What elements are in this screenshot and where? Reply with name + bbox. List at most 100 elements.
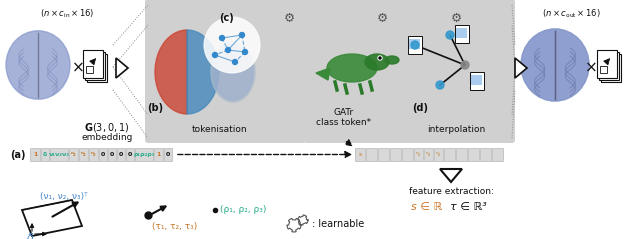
Text: ⚙: ⚙ xyxy=(284,11,294,25)
Bar xyxy=(355,148,365,161)
Bar xyxy=(126,148,134,161)
Text: s ∈ ℝ: s ∈ ℝ xyxy=(412,202,443,212)
Text: δ: δ xyxy=(27,233,33,239)
Text: s: s xyxy=(358,152,362,157)
Bar xyxy=(471,75,482,85)
Text: τ ∈ ℝ³: τ ∈ ℝ³ xyxy=(450,202,486,212)
Text: ⁿ₂: ⁿ₂ xyxy=(91,152,96,157)
Ellipse shape xyxy=(213,44,253,100)
Bar xyxy=(378,148,389,161)
Circle shape xyxy=(239,33,244,38)
Ellipse shape xyxy=(365,54,389,70)
Bar xyxy=(86,66,93,73)
Text: $\mathbf{G}(3, 0, 1)$: $\mathbf{G}(3, 0, 1)$ xyxy=(84,121,130,135)
Circle shape xyxy=(436,81,444,89)
Circle shape xyxy=(446,31,454,39)
Text: 1: 1 xyxy=(33,152,37,157)
Ellipse shape xyxy=(6,31,70,99)
Bar xyxy=(600,66,607,73)
Bar xyxy=(41,148,49,161)
Polygon shape xyxy=(155,30,187,114)
FancyBboxPatch shape xyxy=(145,0,306,143)
Text: 0: 0 xyxy=(119,152,123,157)
Ellipse shape xyxy=(385,56,399,64)
Text: embedding: embedding xyxy=(81,132,132,141)
Text: 0: 0 xyxy=(101,152,105,157)
Polygon shape xyxy=(515,58,527,78)
Bar xyxy=(414,148,423,161)
Text: ⚙: ⚙ xyxy=(451,11,461,25)
Circle shape xyxy=(243,49,248,54)
Ellipse shape xyxy=(521,29,589,101)
Text: (τ₁, τ₂, τ₃): (τ₁, τ₂, τ₃) xyxy=(152,222,197,230)
Text: feature extraction:: feature extraction: xyxy=(408,188,493,196)
Text: tokenisation: tokenisation xyxy=(192,125,248,135)
Circle shape xyxy=(232,60,237,65)
Bar xyxy=(108,148,116,161)
FancyBboxPatch shape xyxy=(397,0,515,143)
Text: $(n \times c_{\rm out} \times 16)$: $(n \times c_{\rm out} \times 16)$ xyxy=(541,7,600,20)
Polygon shape xyxy=(116,58,128,78)
FancyBboxPatch shape xyxy=(304,0,400,143)
Text: (d): (d) xyxy=(412,103,428,113)
Bar xyxy=(135,148,153,161)
Bar xyxy=(83,50,103,78)
Text: GATr: GATr xyxy=(334,108,354,116)
Bar xyxy=(50,148,68,161)
Text: ⚙: ⚙ xyxy=(376,11,388,25)
Bar xyxy=(99,148,107,161)
Bar xyxy=(480,148,491,161)
Text: (a): (a) xyxy=(10,150,26,159)
Bar xyxy=(87,54,107,82)
Bar xyxy=(492,148,503,161)
Text: class token*: class token* xyxy=(316,118,372,126)
Circle shape xyxy=(378,56,382,60)
Bar xyxy=(117,148,125,161)
Polygon shape xyxy=(440,169,462,182)
Text: (b): (b) xyxy=(147,103,163,113)
Circle shape xyxy=(220,36,225,40)
Bar xyxy=(390,148,401,161)
Text: ⁿ₂: ⁿ₂ xyxy=(81,152,86,157)
Text: ν₁ν₂ν₃: ν₁ν₂ν₃ xyxy=(49,152,70,157)
Bar xyxy=(164,148,172,161)
Text: $(n \times c_{\rm in} \times 16)$: $(n \times c_{\rm in} \times 16)$ xyxy=(40,7,94,20)
Text: 0: 0 xyxy=(110,152,114,157)
Text: 0: 0 xyxy=(128,152,132,157)
Bar xyxy=(468,148,479,161)
Text: ⁿ₂: ⁿ₂ xyxy=(416,152,421,157)
Text: 0: 0 xyxy=(166,152,170,157)
Bar xyxy=(402,148,413,161)
Polygon shape xyxy=(316,68,330,80)
Bar xyxy=(455,25,469,43)
Text: ⁿ₂: ⁿ₂ xyxy=(426,152,431,157)
Bar xyxy=(79,148,88,161)
Ellipse shape xyxy=(211,42,255,102)
Circle shape xyxy=(225,48,230,53)
Bar xyxy=(30,148,40,161)
Text: interpolation: interpolation xyxy=(427,125,485,135)
Bar xyxy=(597,50,617,78)
Polygon shape xyxy=(187,30,219,114)
Text: : learnable: : learnable xyxy=(312,219,364,229)
Circle shape xyxy=(212,53,218,58)
Bar xyxy=(154,148,163,161)
Bar xyxy=(470,72,484,90)
Bar xyxy=(409,39,420,49)
Bar xyxy=(408,36,422,54)
Bar xyxy=(85,52,105,80)
Text: $\times$: $\times$ xyxy=(70,60,83,75)
Bar xyxy=(601,54,621,82)
Text: (ν₁, ν₂, ν₃)ᵀ: (ν₁, ν₂, ν₃)ᵀ xyxy=(40,191,88,201)
Text: ⁿ₂: ⁿ₂ xyxy=(436,152,441,157)
Bar xyxy=(602,68,609,75)
Text: (c): (c) xyxy=(219,13,234,23)
Bar xyxy=(366,148,377,161)
Bar xyxy=(88,68,95,75)
Text: ⁿ₂: ⁿ₂ xyxy=(70,152,76,157)
Text: 1: 1 xyxy=(156,152,161,157)
Bar xyxy=(90,70,97,77)
Bar xyxy=(89,148,98,161)
Text: (ρ₁, ρ₂, ρ₃): (ρ₁, ρ₂, ρ₃) xyxy=(220,206,266,214)
Bar xyxy=(444,148,455,161)
